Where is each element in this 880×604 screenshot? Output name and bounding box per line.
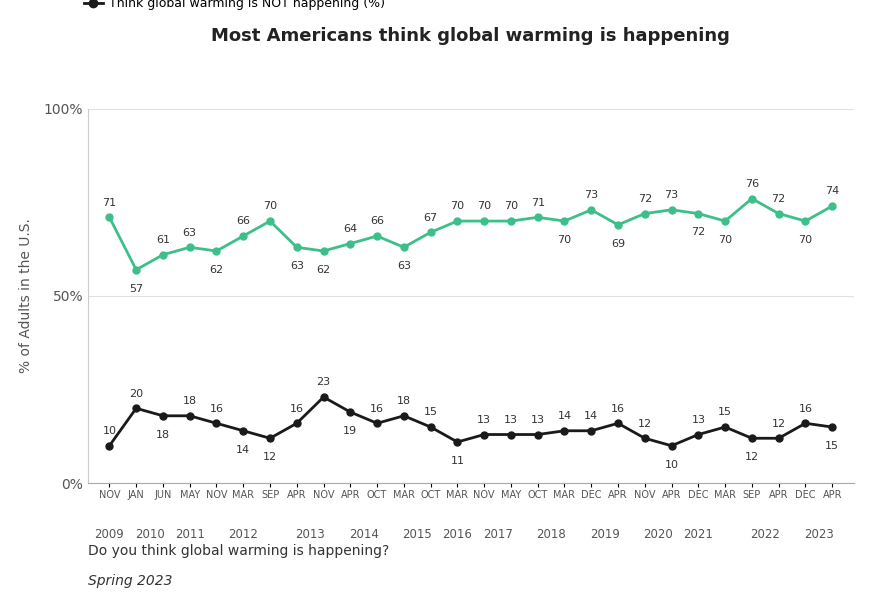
- Text: 72: 72: [772, 194, 786, 204]
- Text: 11: 11: [451, 456, 465, 466]
- Text: 72: 72: [638, 194, 652, 204]
- Text: 2009: 2009: [94, 528, 124, 541]
- Text: 12: 12: [263, 452, 277, 462]
- Text: 57: 57: [129, 284, 143, 294]
- Text: 14: 14: [236, 445, 250, 455]
- Text: 13: 13: [692, 415, 706, 425]
- Text: 15: 15: [423, 407, 437, 417]
- Text: Spring 2023: Spring 2023: [88, 574, 172, 588]
- Text: 13: 13: [504, 415, 518, 425]
- Text: 16: 16: [290, 403, 304, 414]
- Text: 2012: 2012: [228, 528, 258, 541]
- Text: 23: 23: [317, 378, 331, 387]
- Text: 2015: 2015: [402, 528, 432, 541]
- Text: 2021: 2021: [684, 528, 714, 541]
- Text: 70: 70: [504, 201, 518, 211]
- Text: 70: 70: [718, 235, 732, 245]
- Text: 62: 62: [317, 265, 331, 275]
- Text: 2019: 2019: [590, 528, 620, 541]
- Text: 2022: 2022: [751, 528, 781, 541]
- Text: 10: 10: [664, 460, 678, 470]
- Text: 16: 16: [611, 403, 625, 414]
- Text: 18: 18: [156, 429, 170, 440]
- Text: 70: 70: [798, 235, 812, 245]
- Text: 2020: 2020: [643, 528, 673, 541]
- Text: 63: 63: [290, 261, 304, 271]
- Text: 13: 13: [531, 415, 545, 425]
- Y-axis label: % of Adults in the U.S.: % of Adults in the U.S.: [18, 219, 33, 373]
- Text: 18: 18: [397, 396, 411, 406]
- Text: 73: 73: [584, 190, 598, 200]
- Text: 15: 15: [825, 441, 840, 451]
- Text: 20: 20: [129, 388, 143, 399]
- Text: 2013: 2013: [296, 528, 325, 541]
- Text: 14: 14: [557, 411, 571, 421]
- Text: 61: 61: [156, 235, 170, 245]
- Text: 70: 70: [557, 235, 571, 245]
- Text: 71: 71: [102, 198, 116, 208]
- Text: 19: 19: [343, 426, 357, 436]
- Text: Most Americans think global warming is happening: Most Americans think global warming is h…: [211, 27, 730, 45]
- Text: 2023: 2023: [804, 528, 833, 541]
- Text: 14: 14: [584, 411, 598, 421]
- Text: 62: 62: [209, 265, 224, 275]
- Text: 69: 69: [611, 239, 625, 249]
- Text: 64: 64: [343, 224, 357, 234]
- Text: 13: 13: [477, 415, 491, 425]
- Text: 2010: 2010: [135, 528, 165, 541]
- Text: 70: 70: [477, 201, 491, 211]
- Text: 12: 12: [744, 452, 759, 462]
- Text: 74: 74: [825, 187, 840, 196]
- Text: 70: 70: [451, 201, 465, 211]
- Text: 66: 66: [370, 216, 384, 226]
- Text: Do you think global warming is happening?: Do you think global warming is happening…: [88, 544, 389, 557]
- Text: 12: 12: [638, 419, 652, 429]
- Text: 16: 16: [798, 403, 812, 414]
- Text: 63: 63: [183, 228, 197, 237]
- Text: 76: 76: [744, 179, 759, 189]
- Text: 71: 71: [531, 198, 545, 208]
- Text: 72: 72: [691, 228, 706, 237]
- Text: 12: 12: [772, 419, 786, 429]
- Text: 63: 63: [397, 261, 411, 271]
- Text: 16: 16: [209, 403, 224, 414]
- Text: 2016: 2016: [443, 528, 473, 541]
- Text: 67: 67: [423, 213, 437, 223]
- Text: 2011: 2011: [175, 528, 205, 541]
- Text: 2018: 2018: [536, 528, 566, 541]
- Text: 16: 16: [370, 403, 384, 414]
- Text: 10: 10: [102, 426, 116, 436]
- Text: 18: 18: [183, 396, 197, 406]
- Text: 66: 66: [236, 216, 250, 226]
- Text: 70: 70: [263, 201, 277, 211]
- Text: 15: 15: [718, 407, 732, 417]
- Text: 73: 73: [664, 190, 678, 200]
- Legend: Think global warming is happening (%), Think global warming is NOT happening (%): Think global warming is happening (%), T…: [79, 0, 390, 15]
- Text: 2014: 2014: [348, 528, 378, 541]
- Text: 2017: 2017: [482, 528, 512, 541]
